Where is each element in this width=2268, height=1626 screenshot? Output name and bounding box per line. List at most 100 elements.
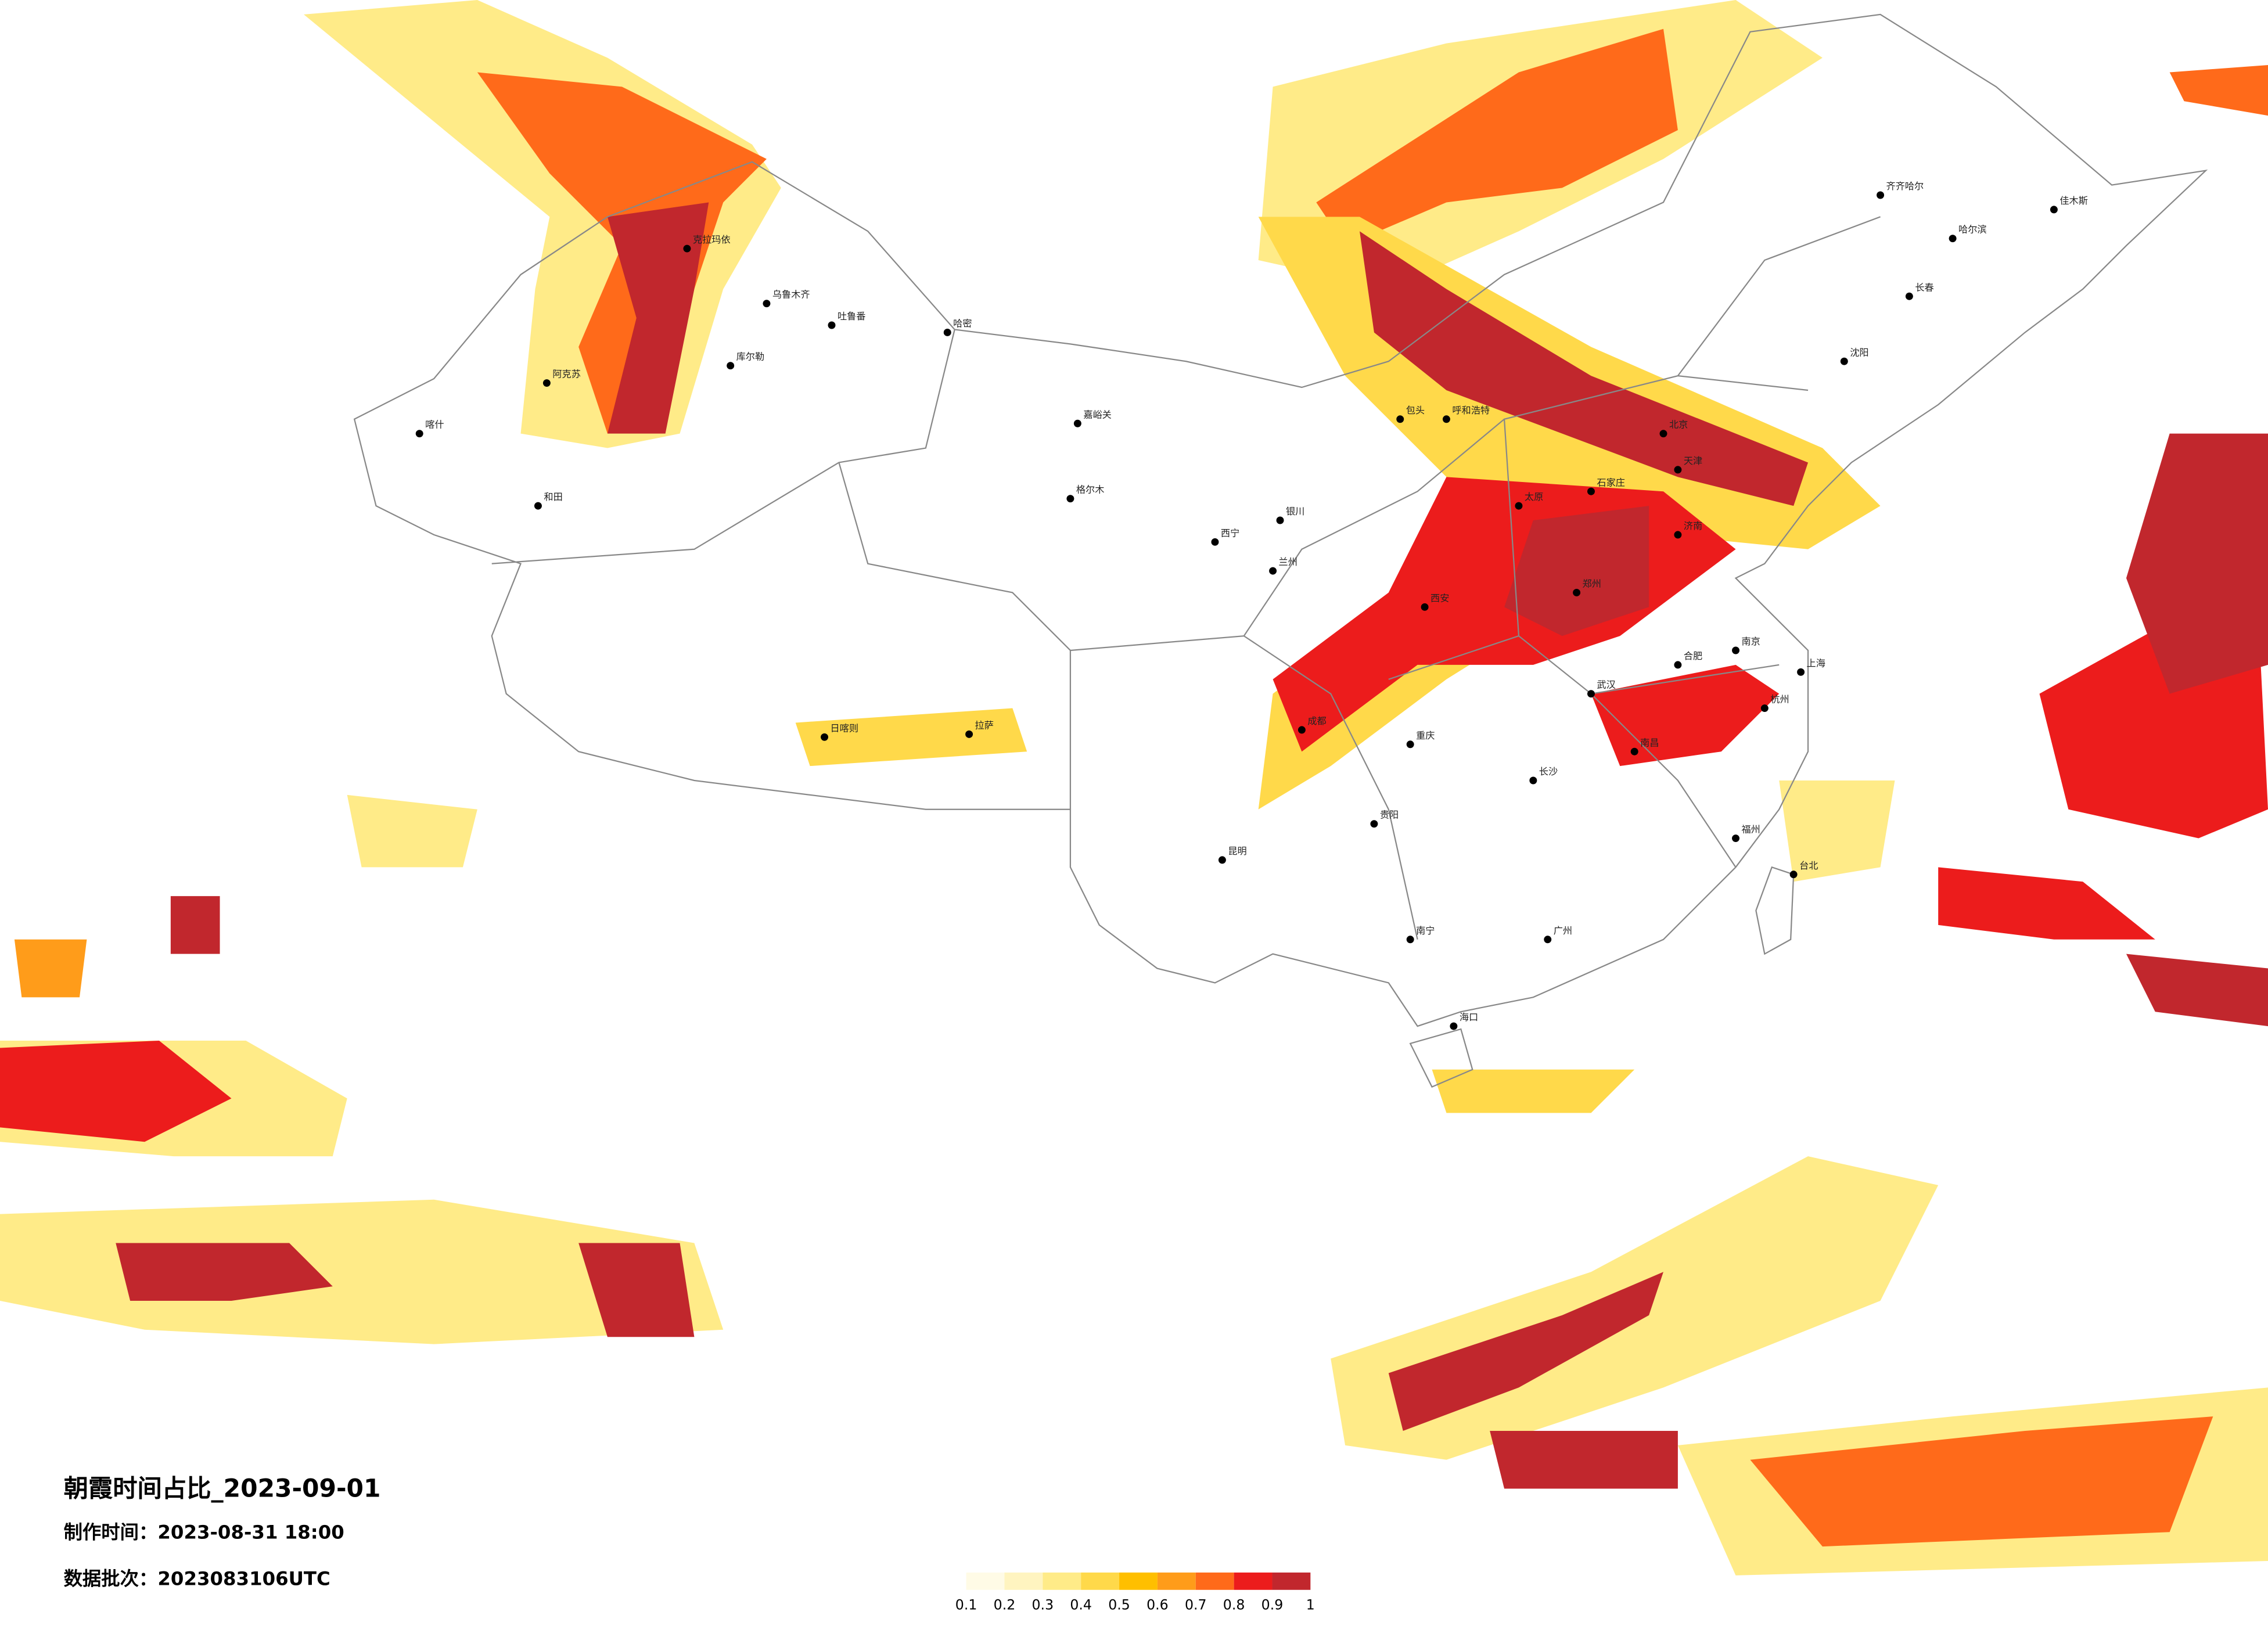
city-label: 济南 xyxy=(1684,520,1702,531)
made-time: 制作时间：2023-08-31 18:00 xyxy=(64,1521,344,1544)
map-title: 朝霞时间占比_2023-09-01 xyxy=(64,1474,381,1503)
city-dot xyxy=(1297,726,1306,734)
glow-area xyxy=(2169,65,2268,116)
colorbar-bin xyxy=(966,1572,1005,1590)
city-label: 日喀则 xyxy=(831,722,859,733)
city-dot xyxy=(1949,235,1957,243)
city-dot xyxy=(1674,661,1682,669)
colorbar-bin xyxy=(1272,1572,1311,1590)
city-dot xyxy=(1450,1022,1458,1030)
glow-area xyxy=(116,1243,333,1301)
glow-area xyxy=(1432,1069,1635,1113)
glow-area xyxy=(2126,433,2268,694)
colorbar-tick-label: 0.2 xyxy=(994,1597,1016,1613)
city-dot xyxy=(1732,834,1739,843)
city-dot xyxy=(727,362,735,370)
city-dot xyxy=(1370,820,1378,828)
colorbar-bin xyxy=(1081,1572,1120,1590)
colorbar-tick-label: 1 xyxy=(1306,1597,1315,1613)
colorbar-bin xyxy=(1119,1572,1158,1590)
city-label: 哈尔滨 xyxy=(1958,224,1987,235)
city-label: 台北 xyxy=(1799,860,1818,871)
city-dot xyxy=(821,733,829,741)
city-dot xyxy=(1877,191,1885,199)
city-dot xyxy=(1529,776,1537,785)
city-dot xyxy=(1905,292,1913,300)
city-dot xyxy=(1218,856,1226,864)
city-label: 格尔木 xyxy=(1076,484,1105,495)
city-label: 南京 xyxy=(1741,636,1760,647)
city-label: 吐鲁番 xyxy=(838,311,866,322)
data-batch: 数据批次：2023083106UTC xyxy=(64,1567,330,1589)
colorbar-tick-label: 0.7 xyxy=(1185,1597,1207,1613)
city-label: 广州 xyxy=(1554,925,1572,936)
glow-area xyxy=(1388,1272,1663,1431)
city-dot xyxy=(1573,588,1581,596)
city-label: 银川 xyxy=(1286,506,1304,517)
glow-area xyxy=(578,1243,695,1337)
city-dot xyxy=(1073,419,1081,427)
city-dot xyxy=(1406,740,1414,749)
glow-area xyxy=(2126,954,2268,1027)
city-dot xyxy=(415,430,423,438)
city-dot xyxy=(828,321,836,329)
city-label: 石家庄 xyxy=(1597,477,1625,488)
glow-area xyxy=(1750,1416,2213,1547)
city-label: 和田 xyxy=(544,491,562,502)
city-label: 呼和浩特 xyxy=(1452,405,1490,416)
city-dot xyxy=(1674,466,1682,474)
colorbar-bin xyxy=(1043,1572,1081,1590)
glow-area xyxy=(1779,780,1895,882)
glow-area xyxy=(1360,231,1809,506)
glow-area xyxy=(1490,1431,1678,1489)
city-dot xyxy=(1587,690,1595,698)
glow-area xyxy=(1316,28,1678,246)
city-label: 包头 xyxy=(1406,405,1425,416)
glow-area xyxy=(170,896,220,954)
city-dot xyxy=(943,328,951,336)
glow-area xyxy=(795,708,1027,767)
glow-area xyxy=(0,1199,724,1344)
colorbar-bin xyxy=(1004,1572,1043,1590)
colorbar-tick-label: 0.9 xyxy=(1261,1597,1284,1613)
city-label: 福州 xyxy=(1741,824,1760,835)
city-label: 拉萨 xyxy=(975,720,994,731)
island-border xyxy=(1409,866,1795,1088)
city-dot xyxy=(1066,495,1074,503)
colorbar-bin xyxy=(1195,1572,1234,1590)
city-label: 克拉玛依 xyxy=(693,234,731,245)
city-label: 西宁 xyxy=(1221,527,1239,538)
city-label: 长春 xyxy=(1915,282,1933,293)
colorbar-tick-label: 0.4 xyxy=(1070,1597,1092,1613)
city-label: 西安 xyxy=(1430,592,1449,603)
colorbar-tick-label: 0.8 xyxy=(1223,1597,1245,1613)
city-label: 昆明 xyxy=(1228,846,1246,857)
glow-area xyxy=(1938,867,2155,940)
city-dot xyxy=(1544,936,1552,944)
colorbar-tick-label: 0.3 xyxy=(1032,1597,1054,1613)
city-dot xyxy=(542,379,551,387)
city-dot xyxy=(965,730,973,738)
city-label: 喀什 xyxy=(425,419,444,430)
city-dot xyxy=(1797,668,1805,676)
glow-area xyxy=(347,794,477,868)
city-label: 北京 xyxy=(1669,419,1688,430)
city-dot xyxy=(1442,415,1450,423)
glow-area xyxy=(14,939,87,998)
city-label: 郑州 xyxy=(1583,578,1601,589)
colorbar-tick-label: 0.1 xyxy=(955,1597,977,1613)
glow-area xyxy=(1504,506,1649,636)
city-label: 上海 xyxy=(1807,657,1825,668)
colorbar-bin xyxy=(1157,1572,1196,1590)
colorbar-tick-label: 0.5 xyxy=(1108,1597,1130,1613)
city-dot xyxy=(1789,870,1798,879)
city-dot xyxy=(763,300,771,308)
city-label: 哈密 xyxy=(953,318,972,329)
city-dot xyxy=(1396,415,1404,423)
country-border xyxy=(353,13,2208,1027)
city-dot xyxy=(1760,704,1769,713)
glow-area xyxy=(0,1041,232,1142)
city-label: 齐齐哈尔 xyxy=(1886,181,1924,192)
